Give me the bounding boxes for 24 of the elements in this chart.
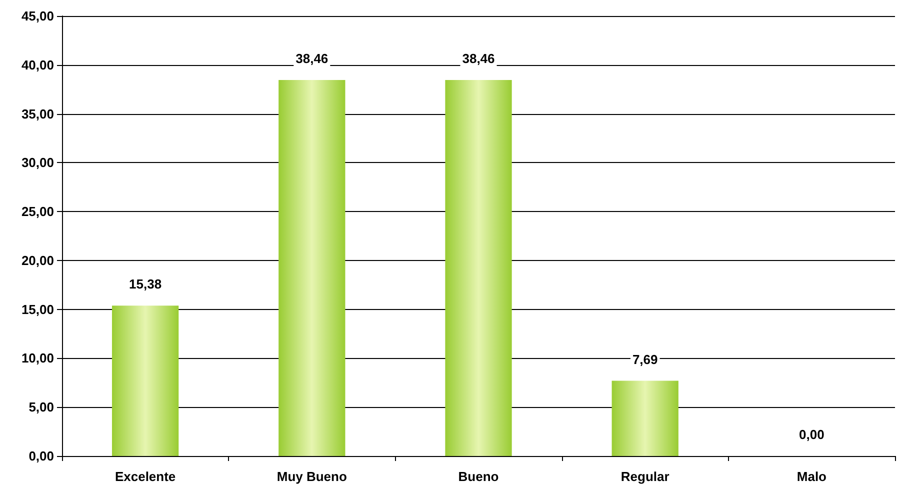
x-tick-label: Malo <box>796 469 827 484</box>
y-tick-label: 30,00 <box>21 155 54 170</box>
y-tick-label: 20,00 <box>21 252 54 268</box>
y-tick-label: 15,00 <box>21 302 54 317</box>
y-tick-label: 10,00 <box>21 350 54 366</box>
data-label: 38,46 <box>462 50 495 66</box>
data-label: 0,00 <box>799 427 824 442</box>
y-tick-label: 25,00 <box>21 204 54 220</box>
bar <box>112 306 179 456</box>
y-tick-label: 35,00 <box>21 106 54 122</box>
y-tick-label: 5,00 <box>28 400 54 415</box>
x-tick-label: Bueno <box>458 469 499 484</box>
data-label: 7,69 <box>632 352 658 367</box>
bar <box>445 80 512 456</box>
y-tick-label: 40,00 <box>21 57 54 72</box>
y-tick-label: 0,00 <box>28 448 54 464</box>
data-label: 38,46 <box>296 50 328 66</box>
x-tick-label: Regular <box>620 469 670 484</box>
y-tick-label: 45,00 <box>21 8 54 24</box>
x-tick-label: Excelente <box>114 469 176 484</box>
data-label: 15,38 <box>129 276 162 292</box>
bar <box>278 80 346 456</box>
x-tick-label: Muy Bueno <box>276 469 347 484</box>
bar <box>612 380 678 456</box>
